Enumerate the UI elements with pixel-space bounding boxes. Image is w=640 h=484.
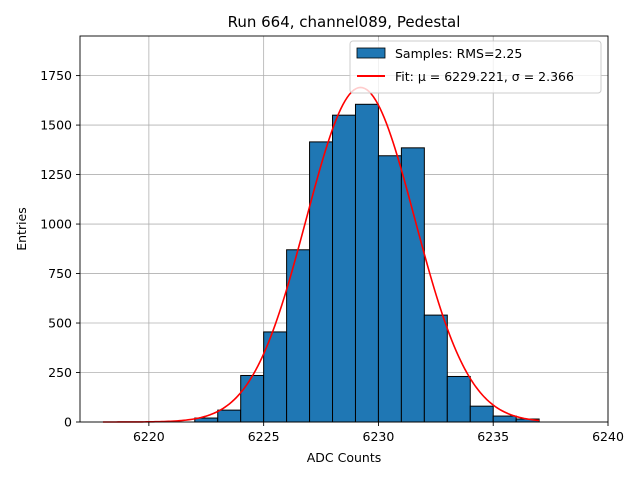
y-tick-label: 1000 (40, 217, 72, 232)
y-tick-label: 500 (48, 316, 72, 331)
legend: Samples: RMS=2.25 Fit: μ = 6229.221, σ =… (349, 40, 602, 94)
histogram-bar (400, 147, 425, 423)
histogram-bar (446, 375, 471, 423)
fit-curve-layer (102, 86, 540, 423)
x-tick-label: 6235 (477, 429, 509, 444)
histogram-bar (423, 314, 448, 423)
x-tick-label: 6220 (133, 429, 165, 444)
x-tick-label: 6225 (248, 429, 280, 444)
histogram-bar (492, 415, 517, 423)
y-tick-label: 0 (64, 415, 72, 430)
chart-title: Run 664, channel089, Pedestal (228, 13, 461, 31)
legend-frame (349, 40, 602, 94)
x-tick-label: 6240 (592, 429, 624, 444)
gaussian-fit-curve (102, 86, 540, 423)
histogram-bar (309, 141, 334, 423)
axes-layer: 6220 6225 6230 6235 6240 0 250 500 750 1000 1250 15… (40, 35, 624, 444)
legend-label-samples: Samples: RMS=2.25 (395, 46, 522, 61)
histogram-bar (332, 114, 356, 423)
x-axis-label: ADC Counts (307, 450, 382, 465)
histogram-bar (469, 405, 494, 423)
histogram-bar (217, 409, 242, 423)
histogram-bars (194, 103, 540, 423)
y-tick-label: 1750 (40, 68, 72, 83)
y-tick-label: 1250 (40, 167, 72, 182)
plot-frame (79, 35, 609, 423)
histogram-bar (354, 103, 379, 423)
legend-label-fit: Fit: μ = 6229.221, σ = 2.366 (395, 69, 574, 84)
x-tick-label: 6230 (363, 429, 395, 444)
y-tick-label: 1500 (40, 118, 72, 133)
y-tick-label: 750 (48, 266, 72, 281)
histogram-bar (377, 155, 402, 423)
legend-patch-samples (356, 47, 386, 59)
y-axis-label: Entries (14, 207, 29, 251)
histogram-bar (240, 374, 265, 423)
y-tick-label: 250 (48, 365, 72, 380)
